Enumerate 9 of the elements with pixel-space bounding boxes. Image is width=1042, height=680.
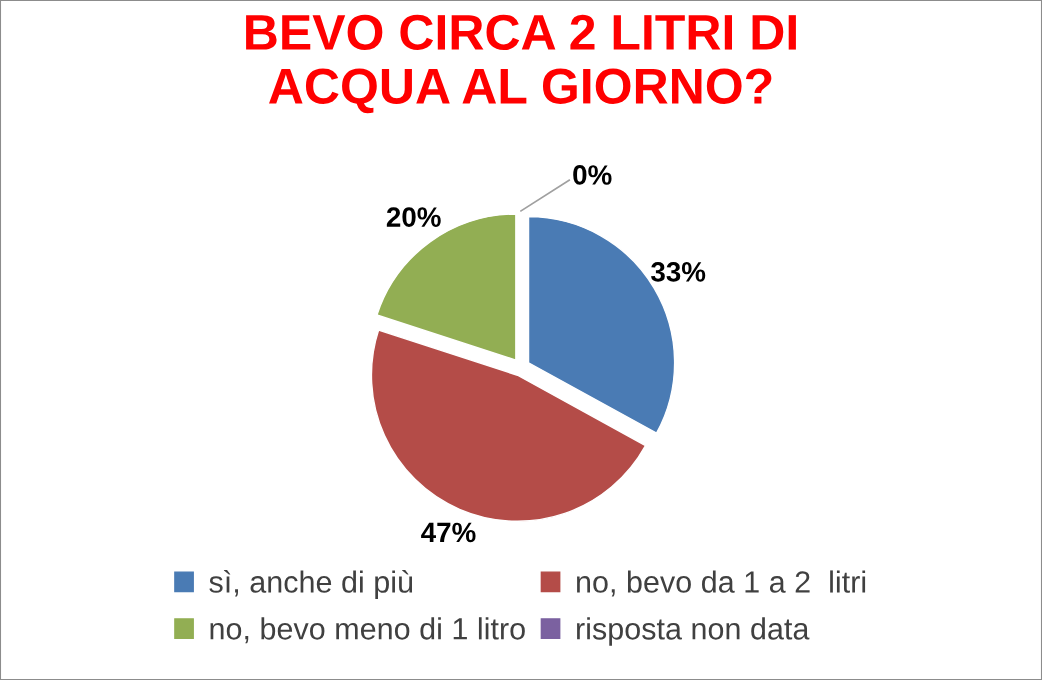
data-label: 47%: [421, 522, 476, 543]
legend-label: no, bevo da 1 a 2 litri: [577, 570, 866, 597]
legend-label: risposta non data: [577, 617, 810, 646]
data-label: 20%: [386, 207, 441, 227]
legend-label: sì, anche di più: [209, 570, 413, 599]
legend-label: no, bevo meno di 1 litro: [210, 617, 525, 644]
data-label: 33%: [651, 262, 706, 282]
chart-title: BEVO CIRCA 2 LITRI DI ACQUA AL GIORNO?: [246, 14, 796, 114]
text: 0%: [573, 165, 612, 185]
